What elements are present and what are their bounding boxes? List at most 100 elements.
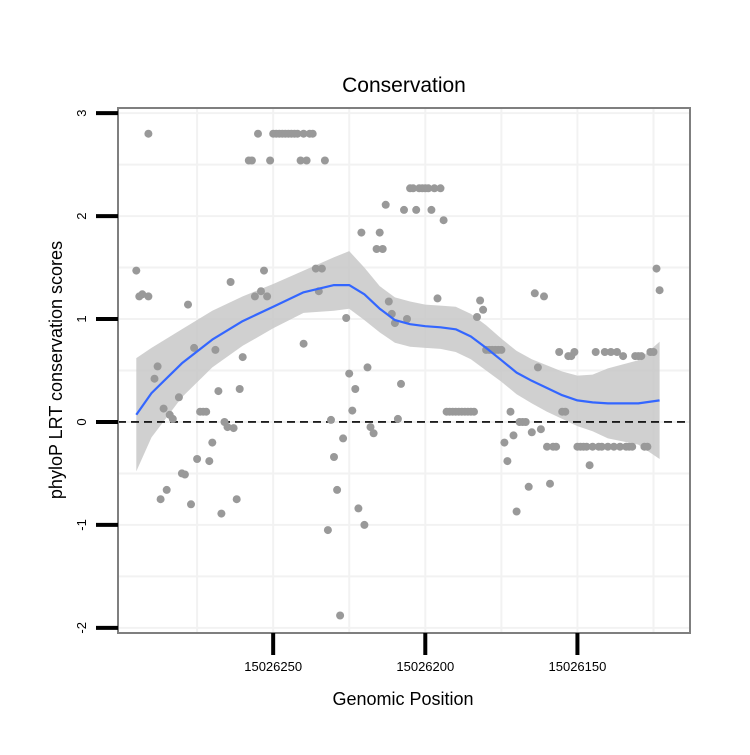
data-point [351,385,360,393]
data-point [430,184,439,193]
data-point [546,479,554,488]
confidence-band-layer [136,251,660,472]
data-point [503,457,512,466]
data-point [585,461,594,470]
data-point [180,470,189,479]
y-tick-label: -1 [74,519,89,531]
data-point [433,294,442,303]
y-axis-label: phyloP LRT conservation scores [46,241,66,499]
data-point [327,415,335,424]
data-point [400,205,408,214]
data-point [229,424,238,433]
data-point [606,348,615,356]
y-tick-label: -2 [74,622,89,634]
confidence-band [136,251,660,472]
data-point [214,387,223,396]
data-point [533,363,542,372]
data-point [354,504,363,513]
data-point [162,485,171,494]
data-point [561,407,570,416]
y-tick-label: 0 [74,418,89,425]
data-point [293,129,302,138]
data-point [132,266,141,275]
data-point [588,442,597,451]
data-point [217,509,226,518]
data-point [403,315,411,323]
y-tick-label: 1 [74,315,89,322]
data-point [232,495,241,504]
chart-title: Conservation [342,74,466,97]
data-point [397,379,405,388]
data-point [473,313,481,321]
data-point [543,442,551,451]
data-point [308,129,317,138]
data-point [333,485,342,494]
data-point [360,520,369,529]
data-point [363,363,372,372]
panel-border [117,107,691,634]
data-point [193,455,202,463]
data-point [202,407,211,416]
data-point [299,339,308,348]
data-point [643,442,652,451]
data-point [138,290,147,299]
data-point [299,129,308,138]
data-point [436,184,445,193]
data-point [372,245,381,253]
y-tick-label: 2 [74,212,89,219]
data-point [616,442,624,451]
data-point [254,129,262,138]
data-point [266,156,275,165]
data-point [357,228,366,237]
data-point [476,296,485,305]
data-point [211,345,220,354]
data-point [409,184,418,193]
data-point [369,429,378,438]
data-point [247,156,256,165]
data-point [424,184,433,193]
data-point [530,289,539,298]
data-point [527,428,536,437]
smooth-line-layer [135,284,660,416]
data-point [497,345,506,354]
data-point [257,287,265,296]
data-point [555,348,564,356]
data-point [366,423,375,432]
data-point [184,300,192,309]
y-tick-label: 3 [74,110,89,117]
data-point [208,438,217,447]
data-point [427,205,436,214]
data-point [250,292,259,301]
x-tick-label: 15026250 [244,659,302,674]
data-point [323,526,332,535]
data-point [375,228,384,237]
data-point [652,264,661,273]
data-point [345,369,354,378]
data-point [381,200,390,209]
data-point [336,611,345,620]
data-point [144,129,153,138]
data-point [512,507,521,516]
data-point [156,495,165,504]
data-point [205,457,214,466]
x-tick-label: 15026150 [549,659,607,674]
data-point [159,404,168,413]
data-point [317,264,326,273]
data-point [238,353,247,362]
data-point [235,385,244,393]
data-point [600,348,609,356]
data-point [187,500,195,509]
data-point [174,393,183,402]
axes: -2 -1 0 1 2 3 15026250 15026200 15026150 [74,110,606,674]
data-point [150,374,159,383]
data-point [144,292,153,301]
data-point [412,205,421,214]
data-point [260,266,268,275]
data-point [311,264,320,273]
data-point [384,297,393,306]
data-point [479,305,488,314]
data-point [628,442,637,451]
data-point [536,425,545,434]
data-point [603,442,612,451]
